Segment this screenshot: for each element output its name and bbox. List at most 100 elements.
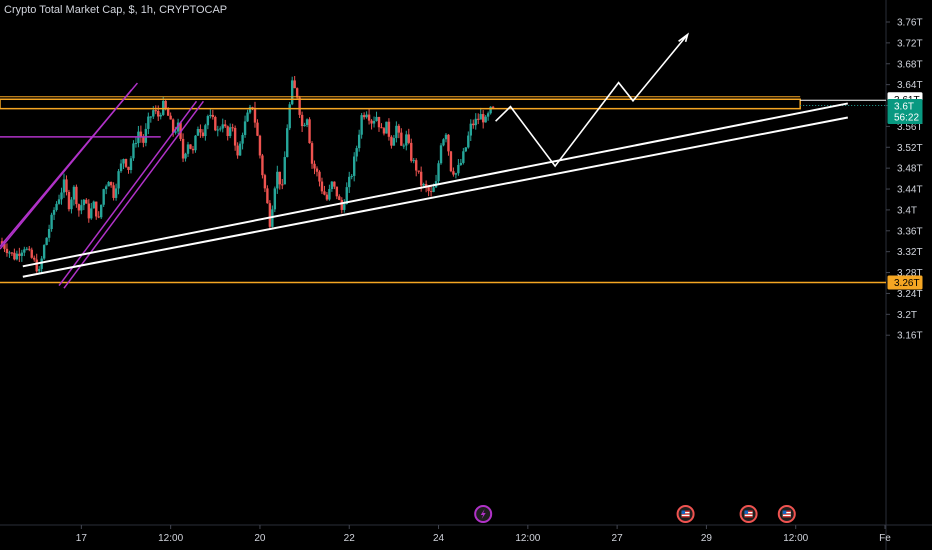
candle-body bbox=[320, 181, 324, 192]
candle-body bbox=[124, 159, 128, 167]
candle-body bbox=[184, 153, 187, 159]
candle-body bbox=[283, 157, 286, 185]
candle-body bbox=[268, 203, 272, 227]
candle-body bbox=[77, 204, 81, 211]
candle-body bbox=[18, 253, 21, 256]
candle-body bbox=[261, 155, 264, 176]
candle-body bbox=[318, 171, 321, 182]
candle-body bbox=[214, 116, 217, 131]
candle-body bbox=[278, 171, 281, 185]
candle-body bbox=[390, 136, 393, 146]
candle-body bbox=[469, 123, 472, 136]
x-tick-label: 29 bbox=[701, 533, 713, 544]
candle-body bbox=[273, 188, 277, 210]
lightning-icon[interactable] bbox=[474, 505, 493, 523]
price-label-box bbox=[887, 275, 923, 290]
candle-body bbox=[107, 182, 110, 187]
flag-stripe bbox=[744, 513, 753, 515]
event-markers[interactable] bbox=[474, 505, 796, 523]
candles-layer bbox=[0, 75, 495, 274]
candle-body bbox=[28, 248, 31, 250]
candle-body bbox=[144, 128, 148, 143]
candle-body bbox=[33, 257, 36, 260]
candle-body bbox=[387, 121, 391, 137]
candle-body bbox=[204, 125, 207, 137]
candle-body bbox=[154, 110, 157, 112]
candle-body bbox=[328, 189, 331, 200]
candle-body bbox=[45, 237, 48, 246]
candle-body bbox=[102, 189, 105, 205]
candle-body bbox=[139, 131, 143, 138]
flag-icon[interactable] bbox=[739, 505, 758, 523]
candle-body bbox=[442, 139, 445, 146]
price-label-text: 3.6T bbox=[894, 102, 914, 113]
candle-body bbox=[402, 145, 406, 147]
candle-body bbox=[186, 144, 190, 154]
flag-icon[interactable] bbox=[676, 505, 695, 523]
candle-body bbox=[484, 116, 487, 123]
candle-body bbox=[243, 121, 247, 135]
candle-body bbox=[444, 134, 448, 140]
time-axis[interactable]: 17 12:00 20 22 24 12:00 27 29 12:00 Fe bbox=[76, 525, 891, 544]
candle-body bbox=[281, 184, 284, 186]
candle-body bbox=[134, 143, 138, 145]
candle-body bbox=[236, 145, 239, 156]
candle-body bbox=[132, 143, 135, 159]
candle-body bbox=[410, 142, 413, 161]
candle-body bbox=[67, 191, 71, 210]
candle-body bbox=[293, 80, 296, 89]
candle-body bbox=[263, 175, 267, 189]
candle-body bbox=[231, 127, 234, 129]
candle-body bbox=[248, 107, 252, 113]
candle-body bbox=[149, 116, 153, 118]
flag-canton bbox=[744, 510, 749, 514]
flag-icon[interactable] bbox=[777, 505, 796, 523]
candle-body bbox=[70, 199, 73, 210]
flag-stripe bbox=[744, 516, 753, 518]
candle-body bbox=[350, 175, 353, 177]
candle-body bbox=[286, 128, 289, 158]
candle-body bbox=[171, 119, 175, 133]
candle-body bbox=[427, 187, 430, 192]
y-tick-label: 3.76T bbox=[897, 18, 923, 29]
candle-body bbox=[439, 145, 443, 164]
candle-body bbox=[211, 114, 215, 117]
candle-body bbox=[457, 164, 460, 174]
candle-body bbox=[330, 181, 334, 190]
price-label-countdown: 56:22 bbox=[894, 113, 919, 124]
candle-body bbox=[122, 159, 125, 164]
y-tick-label: 3.52T bbox=[897, 143, 923, 154]
candle-body bbox=[10, 252, 14, 254]
candle-body bbox=[224, 124, 227, 127]
candle-body bbox=[8, 252, 11, 254]
price-axis[interactable]: 3.76T 3.72T 3.68T 3.64T 3.6T 3.56T 3.52T 3.48T 3… bbox=[886, 18, 923, 342]
candle-body bbox=[308, 119, 311, 144]
candle-body bbox=[424, 183, 428, 188]
candle-body bbox=[382, 128, 386, 134]
y-tick-label: 3.28T bbox=[897, 268, 923, 279]
y-tick-label: 3.24T bbox=[897, 289, 923, 300]
candle-body bbox=[367, 114, 371, 121]
x-tick-label: 22 bbox=[344, 533, 356, 544]
y-tick-label: 3.36T bbox=[897, 226, 923, 237]
candle-body bbox=[62, 179, 66, 193]
y-tick-label: 3.68T bbox=[897, 59, 923, 70]
candle-body bbox=[127, 166, 130, 171]
candle-body bbox=[407, 134, 410, 143]
candle-body bbox=[472, 123, 475, 126]
candle-body bbox=[25, 248, 28, 250]
candle-body bbox=[313, 163, 316, 169]
candle-body bbox=[310, 143, 314, 164]
candle-body bbox=[226, 126, 229, 137]
y-tick-label: 3.44T bbox=[897, 185, 923, 196]
candle-body bbox=[253, 107, 257, 123]
candle-body bbox=[377, 116, 381, 128]
candle-body bbox=[452, 171, 455, 175]
candle-body bbox=[365, 114, 368, 118]
flag-stripe bbox=[681, 513, 690, 515]
candle-body bbox=[216, 129, 219, 131]
flag-stripe bbox=[782, 510, 791, 512]
candle-body bbox=[355, 148, 358, 157]
